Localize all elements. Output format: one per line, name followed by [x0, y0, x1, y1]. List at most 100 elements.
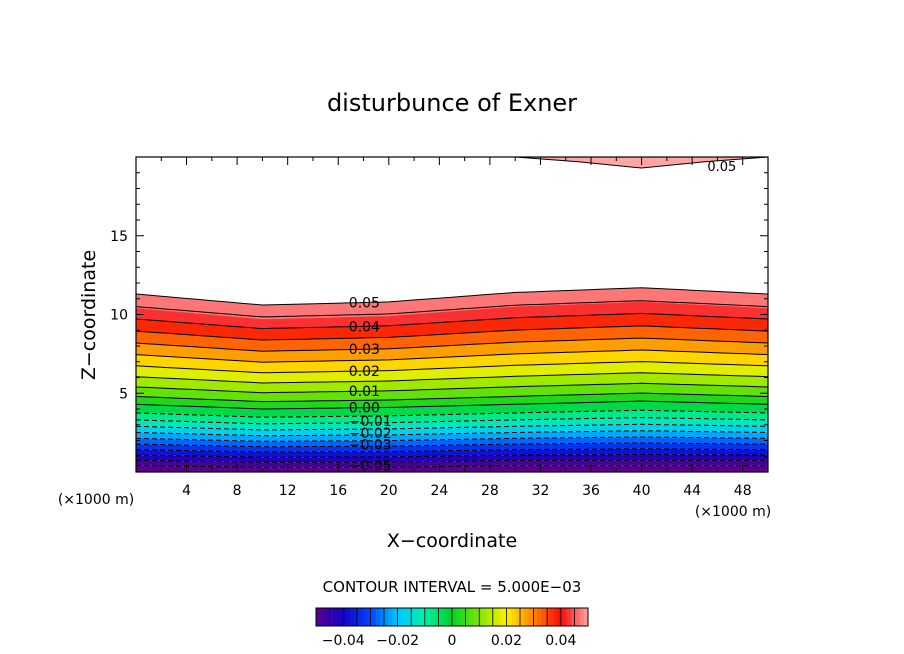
colorbar-swatch [430, 608, 436, 626]
contour-band [136, 417, 768, 430]
contour-label: 0.05 [707, 160, 736, 175]
colorbar-swatch [515, 608, 521, 626]
upper-contour-line [504, 157, 768, 169]
contour-line [136, 361, 768, 374]
colorbar-swatch [426, 608, 432, 626]
colorbar-tick-label: 0 [448, 633, 457, 649]
colorbar-swatch [439, 608, 444, 626]
contour-line [136, 372, 768, 384]
colorbar-swatch [452, 608, 457, 626]
colorbar-swatch [481, 608, 487, 626]
contour-line [136, 325, 768, 341]
contour-line [136, 465, 768, 468]
contour-band [136, 448, 768, 458]
colorbar-swatch [337, 608, 342, 626]
contour-label: −0.03 [349, 437, 392, 453]
contour-band [136, 372, 768, 393]
colorbar-swatch [498, 608, 504, 626]
colorbar-swatch [511, 608, 517, 626]
colorbar-swatch [486, 608, 491, 626]
contour-label: 0.05 [349, 295, 380, 311]
colorbar-swatch [316, 608, 321, 626]
contour-label: 0.02 [349, 364, 380, 380]
contour-band [136, 401, 768, 418]
colorbar-swatch [583, 608, 589, 626]
colorbar-swatch [409, 608, 415, 626]
colorbar-swatch [443, 608, 449, 626]
colorbar-swatch [401, 608, 406, 626]
x-tick-label: 20 [380, 483, 398, 499]
colorbar-swatch [341, 608, 347, 626]
colorbar-swatch [418, 608, 423, 626]
colorbar-swatch [571, 608, 576, 626]
x-tick-label: 44 [683, 483, 701, 499]
contour-line [136, 300, 768, 318]
colorbar-swatch [388, 608, 393, 626]
colorbar-swatch [333, 608, 338, 626]
colorbar-tick-labels: −0.04 −0.02 0 0.02 0.04 [322, 633, 577, 649]
contour-band [136, 454, 768, 463]
colorbar-swatch [562, 608, 568, 626]
contour-line [136, 392, 768, 403]
x-tick-label: 12 [279, 483, 297, 499]
colorbar [315, 607, 589, 627]
y-axis-label: Z−coordinate [78, 250, 100, 380]
colorbar-swatch [371, 608, 376, 626]
contour-band [136, 410, 768, 424]
colorbar-tick-label: −0.04 [322, 633, 365, 649]
contour-label: 0.00 [349, 401, 380, 417]
contour-band [136, 437, 768, 447]
y-tick-label: 10 [110, 308, 128, 324]
contour-line [136, 442, 768, 448]
colorbar-swatch [447, 608, 453, 626]
colorbar-swatch [537, 608, 542, 626]
colorbar-swatch [413, 608, 419, 626]
colorbar-swatch [367, 608, 372, 626]
x-axis-label: X−coordinate [387, 530, 517, 552]
contour-line [136, 430, 768, 437]
contour-line [136, 409, 768, 418]
contour-label: −0.01 [349, 414, 392, 430]
colorbar-swatch [375, 608, 381, 626]
colorbar-swatch [532, 608, 538, 626]
colorbar-swatch [460, 608, 466, 626]
colorbar-swatch [520, 608, 525, 626]
x-tick-label: 48 [734, 483, 752, 499]
colorbar-swatch [541, 608, 546, 626]
colorbar-swatch [494, 608, 500, 626]
contour-label: −0.02 [349, 426, 392, 442]
contour-line [136, 349, 768, 363]
colorbar-swatch [549, 608, 555, 626]
colorbar-frame [315, 607, 589, 627]
contour-band [136, 383, 768, 402]
contour-label: 0.03 [349, 342, 380, 358]
contour-band [136, 313, 768, 340]
colorbar-swatch [566, 608, 572, 626]
contour-band [136, 287, 768, 320]
colorbar-swatch [324, 608, 330, 626]
colorbar-swatch [320, 608, 325, 626]
colorbar-swatch [524, 608, 529, 626]
upper-region-fill [388, 157, 768, 168]
colorbar-swatch [503, 608, 508, 626]
contour-line [136, 287, 768, 306]
x-tick-label: 40 [633, 483, 651, 499]
contour-interval-text: CONTOUR INTERVAL = 5.000E−03 [323, 578, 582, 596]
contour-band [136, 424, 768, 436]
colorbar-swatch [396, 608, 402, 626]
contour-label: 0.01 [349, 384, 380, 400]
colorbar-tick-label: 0.02 [491, 633, 522, 649]
colorbar-swatch [350, 608, 355, 626]
x-tick-label: 28 [481, 483, 499, 499]
colorbar-swatch [435, 608, 440, 626]
colorbar-swatch [362, 608, 368, 626]
colorbar-tick-label: 0.04 [545, 633, 576, 649]
x-tick-label: 4 [182, 483, 191, 499]
colorbar-swatch [358, 608, 364, 626]
contour-line [136, 337, 768, 352]
x-tick-label: 16 [329, 483, 347, 499]
y-tick-label: 15 [110, 229, 128, 245]
contour-line [136, 312, 768, 330]
